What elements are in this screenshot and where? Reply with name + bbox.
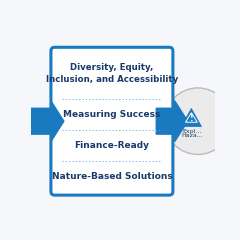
Text: Haza...: Haza... [181,133,203,138]
FancyArrow shape [156,101,188,142]
Text: Expl...: Expl... [183,129,202,134]
Polygon shape [181,108,202,127]
FancyBboxPatch shape [51,47,173,195]
Text: Nature-Based Solutions: Nature-Based Solutions [52,172,172,181]
Text: Diversity, Equity,
Inclusion, and Accessibility: Diversity, Equity, Inclusion, and Access… [46,63,178,84]
Circle shape [165,88,231,155]
Text: !: ! [190,114,193,123]
FancyArrow shape [31,101,64,142]
Text: Measuring Success: Measuring Success [63,110,161,119]
Text: Finance-Ready: Finance-Ready [74,141,150,150]
